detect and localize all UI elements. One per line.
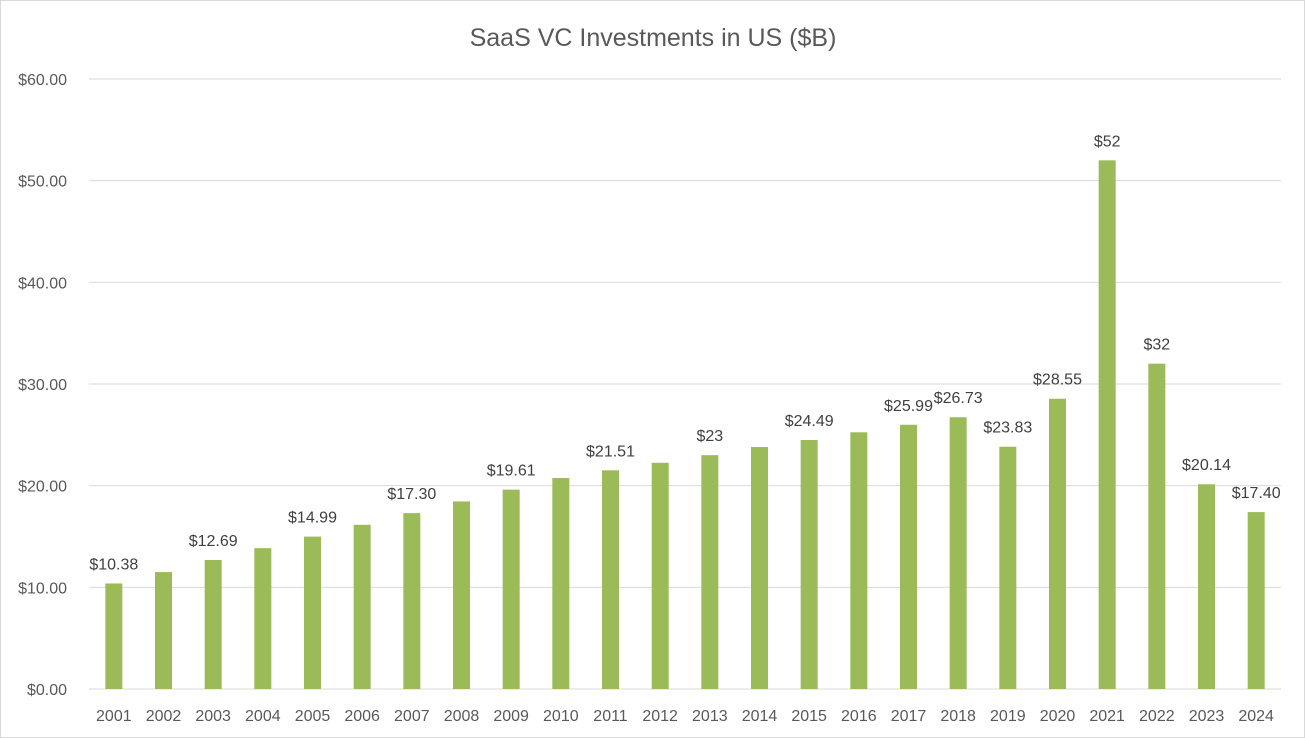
bar-2021 <box>1098 160 1116 690</box>
data-label-2017: $25.99 <box>884 398 933 415</box>
data-label-2023: $20.14 <box>1182 457 1231 474</box>
bar-2017 <box>900 424 917 689</box>
x-tick-label: 2001 <box>96 708 132 725</box>
data-label-2005: $14.99 <box>288 510 337 527</box>
bar-2005 <box>304 536 321 689</box>
bar-2010 <box>552 478 570 689</box>
bar-2011 <box>602 470 619 689</box>
y-tick-label: $0.00 <box>27 682 67 699</box>
x-tick-label: 2005 <box>295 708 331 725</box>
data-label-2018: $26.73 <box>934 390 983 407</box>
x-tick-label: 2010 <box>543 708 579 725</box>
x-tick-label: 2008 <box>444 708 480 725</box>
x-tick-label: 2015 <box>791 708 827 725</box>
y-tick-label: $60.00 <box>18 72 67 89</box>
bar-2020 <box>1049 398 1066 689</box>
bar-2001 <box>105 583 123 689</box>
bar-2008 <box>453 501 470 689</box>
bar-2003 <box>204 559 222 689</box>
data-label-2007: $17.30 <box>387 486 436 503</box>
x-tick-label: 2016 <box>841 708 877 725</box>
x-tick-label: 2004 <box>245 708 281 725</box>
bar-2019 <box>999 446 1017 689</box>
bars <box>105 160 1265 690</box>
y-tick-label: $30.00 <box>18 377 67 394</box>
y-tick-label: $20.00 <box>18 479 67 496</box>
bar-2006 <box>353 524 371 689</box>
bar-2012 <box>651 462 669 689</box>
chart-title: SaaS VC Investments in US ($B) <box>470 24 837 52</box>
x-tick-label: 2017 <box>891 708 927 725</box>
data-label-2015: $24.49 <box>785 413 834 430</box>
bar-2014 <box>751 447 768 689</box>
data-label-2001: $10.38 <box>89 556 138 573</box>
bar-2009 <box>502 489 520 689</box>
x-tick-label: 2007 <box>394 708 430 725</box>
data-label-2009: $19.61 <box>487 463 536 480</box>
data-label-2021: $52 <box>1094 133 1121 150</box>
x-tick-label: 2013 <box>692 708 728 725</box>
data-label-2020: $28.55 <box>1033 372 1082 389</box>
data-label-2024: $17.40 <box>1232 485 1281 502</box>
x-tick-label: 2011 <box>593 708 628 725</box>
x-tick-label: 2014 <box>742 708 778 725</box>
data-label-2011: $21.51 <box>586 443 635 460</box>
y-tick-label: $10.00 <box>18 580 67 597</box>
x-tick-label: 2023 <box>1189 708 1225 725</box>
x-tick-label: 2012 <box>642 708 678 725</box>
data-label-2019: $23.83 <box>983 420 1032 437</box>
bar-2015 <box>800 440 818 689</box>
x-tick-label: 2003 <box>195 708 231 725</box>
bar-2024 <box>1247 512 1265 689</box>
y-tick-label: $40.00 <box>18 275 67 292</box>
x-tick-label: 2006 <box>344 708 380 725</box>
y-axis-tick-labels: $0.00 $10.00 $20.00 $30.00 $40.00 $50.00 $60.0… <box>18 72 67 699</box>
bar-2007 <box>403 513 421 689</box>
bar-2002 <box>155 572 172 689</box>
bar-2022 <box>1148 363 1166 689</box>
x-tick-label: 2022 <box>1139 708 1175 725</box>
data-label-2022: $32 <box>1143 337 1170 354</box>
x-tick-label: 2020 <box>1040 708 1076 725</box>
x-tick-label: 2009 <box>493 708 529 725</box>
x-tick-label: 2002 <box>146 708 182 725</box>
data-label-2013: $23 <box>696 428 723 445</box>
x-tick-label: 2018 <box>940 708 976 725</box>
x-tick-label: 2021 <box>1089 708 1125 725</box>
data-label-2003: $12.69 <box>189 533 238 550</box>
x-axis-tick-labels: 2001 2002 2003 2004 2005 2006 2007 2008 2009 2010… <box>96 708 1274 725</box>
x-tick-label: 2019 <box>990 708 1026 725</box>
data-labels: $10.38 $12.69 $14.99 $17.30 $19.61 $21.51 $23 $… <box>89 133 1280 573</box>
bar-2023 <box>1198 484 1215 689</box>
bar-2016 <box>850 432 868 689</box>
gridlines <box>89 78 1281 690</box>
bar-2004 <box>254 548 272 689</box>
y-tick-label: $50.00 <box>18 174 67 191</box>
x-tick-label: 2024 <box>1238 708 1274 725</box>
bar-2013 <box>701 455 719 689</box>
bar-2018 <box>949 417 967 689</box>
